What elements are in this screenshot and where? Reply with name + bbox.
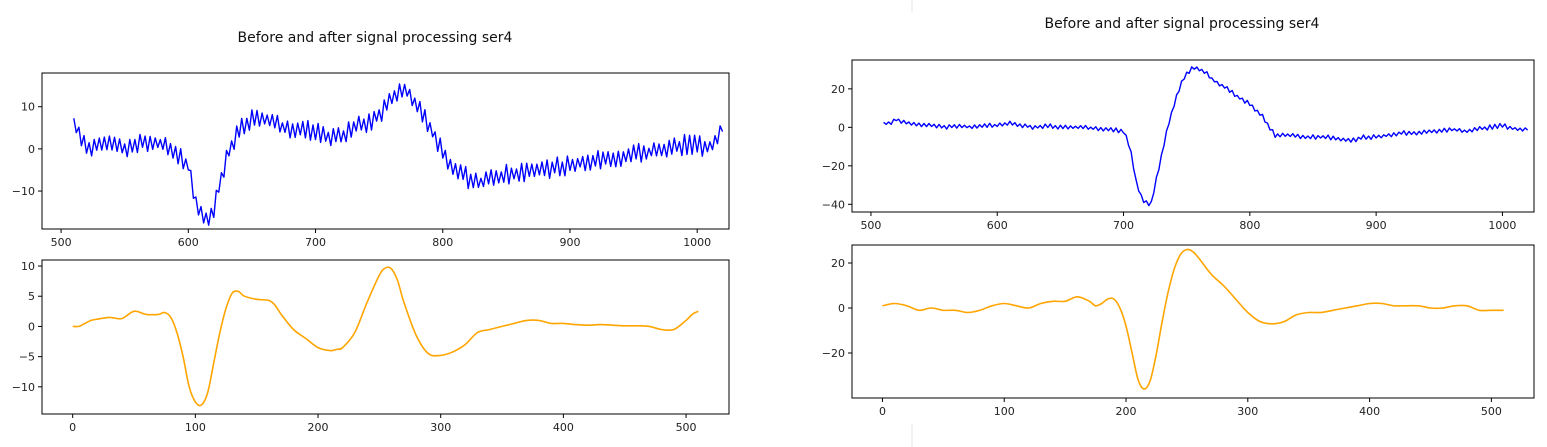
right-processed-signal-plot: 0 100 200 300 400 500 −20 0 20 [822,244,1535,418]
y-tick-label: 10 [21,260,35,273]
axes-frame [851,59,1535,213]
right-raw-signal-plot: 500 600 700 800 900 1000 −40 −20 0 20 [822,59,1535,232]
x-tick-label: 900 [1366,219,1387,232]
x-tick-label: 500 [860,219,881,232]
x-tick-label: 100 [185,421,206,434]
x-tick-label: 1000 [683,236,711,249]
x-tick-label: 500 [1481,405,1502,418]
left-raw-signal-plot: 500 600 700 800 900 1000 −10 0 10 [12,72,730,249]
y-tick-label: −40 [822,198,845,211]
y-tick-label: 20 [831,257,845,270]
y-tick-label: 0 [28,143,35,156]
y-tick-label: −20 [822,347,845,360]
y-tick-label: 0 [838,302,845,315]
x-tick-label: 200 [1116,405,1137,418]
y-tick-label: −20 [822,160,845,173]
y-tick-label: 20 [831,83,845,96]
x-tick-label: 300 [430,421,451,434]
x-tick-label: 700 [1113,219,1134,232]
y-tick-label: −10 [12,185,35,198]
x-tick-label: 100 [994,405,1015,418]
axes-frame [851,244,1535,399]
x-tick-label: 900 [559,236,580,249]
x-tick-label: 600 [987,219,1008,232]
x-tick-label: 500 [51,236,72,249]
x-tick-label: 400 [1359,405,1380,418]
x-tick-label: 0 [879,405,886,418]
axes-frame [41,259,730,415]
processed-signal-line [72,266,699,407]
x-tick-label: 300 [1237,405,1258,418]
right-chart-title: Before and after signal processing ser4 [1045,16,1320,32]
x-tick-label: 500 [676,421,697,434]
y-tick-label: 0 [838,121,845,134]
axes-frame [41,72,730,230]
left-processed-signal-plot: 0 100 200 300 400 500 −10 −5 0 5 10 [12,259,730,434]
x-tick-label: 0 [69,421,76,434]
y-tick-label: 10 [21,101,35,114]
x-tick-label: 700 [305,236,326,249]
x-tick-label: 1000 [1488,219,1516,232]
left-chart-title: Before and after signal processing ser4 [238,30,513,46]
y-tick-label: −5 [19,351,35,364]
x-tick-label: 600 [178,236,199,249]
x-tick-label: 200 [308,421,329,434]
y-tick-label: 0 [28,320,35,333]
processed-signal-line [882,248,1504,390]
raw-signal-line [73,83,724,226]
x-tick-label: 400 [553,421,574,434]
x-tick-label: 800 [432,236,453,249]
y-tick-label: 5 [28,290,35,303]
y-tick-label: −10 [12,381,35,394]
x-tick-label: 800 [1239,219,1260,232]
raw-signal-line [883,66,1529,207]
